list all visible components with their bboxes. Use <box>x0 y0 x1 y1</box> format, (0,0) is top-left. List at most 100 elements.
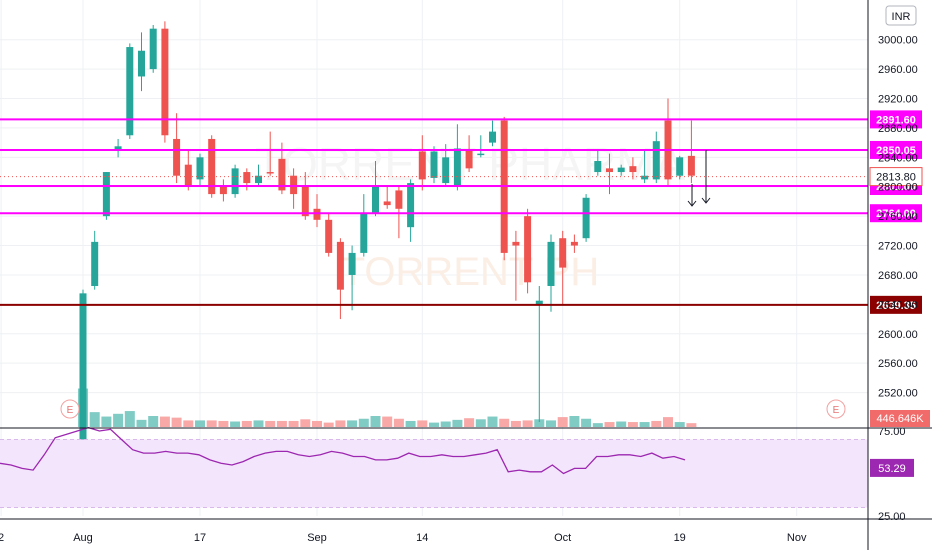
down-arrow-head <box>687 200 697 207</box>
candle <box>453 124 461 191</box>
x-tick-label: 19 <box>674 532 686 544</box>
volume-bar <box>230 421 241 427</box>
candle-body <box>348 252 356 275</box>
candle-body <box>219 186 227 195</box>
candle <box>582 194 590 242</box>
earnings-marker <box>826 399 846 419</box>
candle-body <box>652 141 660 180</box>
y-tick-label: 3000.00 <box>878 35 918 47</box>
candle-body <box>407 183 415 228</box>
x-tick-label: Nov <box>787 532 807 544</box>
volume-bar <box>393 418 404 427</box>
candle <box>266 131 274 176</box>
candle <box>372 161 379 217</box>
candle <box>465 135 473 173</box>
candle <box>173 113 181 184</box>
y-tick-label: 2920.00 <box>878 94 918 106</box>
candle <box>290 168 298 209</box>
candle <box>629 157 637 180</box>
rsi-value-bg <box>870 458 914 477</box>
volume-bar <box>370 416 381 427</box>
rsi-band-fill <box>0 439 868 508</box>
candle <box>547 234 555 312</box>
candle-body <box>617 167 625 173</box>
volume-bar <box>627 422 638 427</box>
candle-body <box>161 28 169 136</box>
candle-body <box>372 186 379 213</box>
y-tick-label: 2760.00 <box>878 211 918 223</box>
candle-body <box>290 175 298 195</box>
volume-bar <box>604 422 615 427</box>
candle-body <box>325 219 333 253</box>
candle <box>570 234 578 253</box>
earnings-marker-label: E <box>833 405 840 416</box>
volume-bar <box>475 419 486 427</box>
candle <box>430 146 438 184</box>
rsi-pane: 53.29 <box>0 426 914 508</box>
down-arrow-head <box>701 197 711 204</box>
y-tick-label: 2960.00 <box>878 64 918 76</box>
earnings-marker <box>60 399 80 419</box>
volume-bar <box>686 423 697 427</box>
candle <box>102 172 110 220</box>
candle <box>559 230 567 305</box>
volume-bar <box>206 420 217 427</box>
volume-bar <box>195 420 205 427</box>
candle <box>535 285 543 422</box>
level-label: 2891.60 <box>876 114 916 126</box>
x-tick-label: 14 <box>416 532 428 544</box>
level-label-bg <box>870 204 922 223</box>
level-label-bg <box>870 295 922 314</box>
currency-box[interactable]: INR <box>885 5 917 26</box>
candle <box>255 164 262 187</box>
y-tick-label: 2840.00 <box>878 152 918 164</box>
candle-body <box>231 168 239 195</box>
candle <box>184 149 192 191</box>
volume-bar <box>159 416 170 427</box>
volume-bar <box>487 416 498 427</box>
candle-body <box>360 212 368 253</box>
volume-bar <box>276 420 287 427</box>
y-tick-label: 2680.00 <box>878 270 918 282</box>
candle-body <box>266 172 274 174</box>
volume-bar <box>546 420 556 427</box>
volume-bar <box>101 416 112 427</box>
candle <box>114 138 122 158</box>
candle-body <box>208 138 216 195</box>
y-tick-label: 2880.00 <box>878 123 918 135</box>
watermark-name: TORRENT PH <box>341 250 600 294</box>
volume-bar <box>300 419 311 427</box>
candle-body <box>641 175 649 180</box>
candle <box>231 164 239 198</box>
candle <box>500 116 508 261</box>
watermark: TORRENT PHARMA TORRENT PH <box>255 138 686 294</box>
candle <box>301 172 309 220</box>
x-tick-label: Oct <box>554 532 571 544</box>
volume-bar <box>534 419 545 427</box>
candle <box>219 179 227 202</box>
candle-body <box>453 148 461 187</box>
volume-bar <box>616 421 627 427</box>
candlestick-series <box>79 21 695 452</box>
y-tick-label: 2520.00 <box>878 388 918 400</box>
y-tick-label: 2600.00 <box>878 329 918 341</box>
candle <box>418 135 426 191</box>
volume-bar <box>464 418 475 427</box>
volume-bar <box>148 416 159 427</box>
candle-body <box>336 241 344 290</box>
currency-badge[interactable] <box>885 5 917 26</box>
candle <box>664 98 672 187</box>
candle-body <box>512 241 520 246</box>
candle-body <box>676 157 684 176</box>
candle <box>606 153 613 195</box>
candle-body <box>149 28 157 70</box>
volume-bar <box>639 422 650 427</box>
candle <box>196 153 204 187</box>
candle-body <box>138 50 145 77</box>
level-label-bg <box>870 140 922 159</box>
volume-bar <box>417 420 428 427</box>
candle <box>360 194 368 257</box>
